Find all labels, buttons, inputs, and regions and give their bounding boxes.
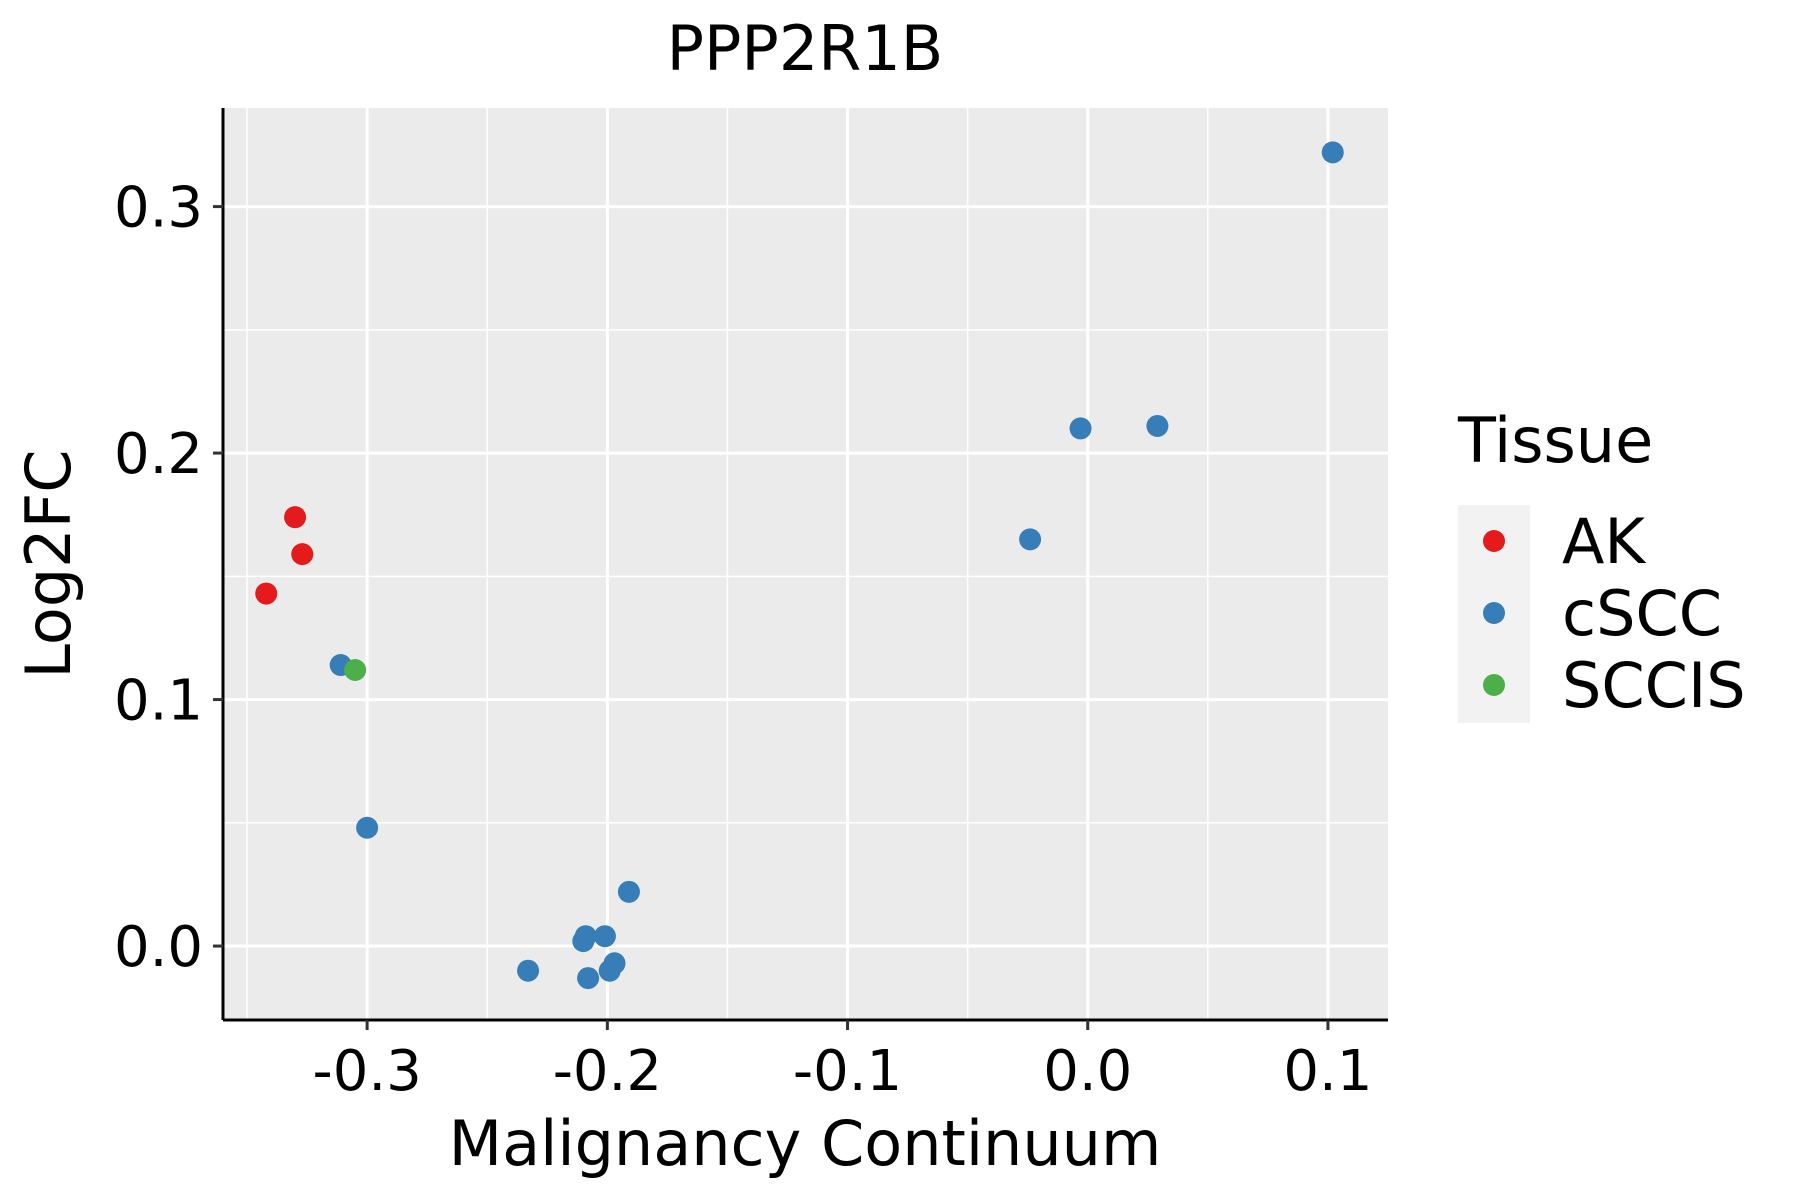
x-ticks: -0.3 -0.2 -0.1 0.0 0.1 bbox=[312, 1020, 1372, 1104]
data-point-cscc bbox=[574, 925, 597, 948]
x-axis-title: Malignancy Continuum bbox=[449, 1107, 1162, 1180]
data-point-cscc bbox=[593, 925, 616, 948]
data-point-ak bbox=[284, 506, 307, 529]
data-point-cscc bbox=[1146, 414, 1169, 437]
legend-title: Tissue bbox=[1457, 404, 1653, 477]
grid-minor bbox=[223, 108, 1388, 1020]
legend-key-cscc bbox=[1483, 602, 1505, 624]
y-axis-title: Log2FC bbox=[12, 449, 85, 678]
data-point-cscc bbox=[603, 952, 626, 975]
data-point-cscc bbox=[577, 967, 600, 990]
grid-major bbox=[223, 108, 1388, 1020]
y-tick-label: 0.0 bbox=[114, 915, 203, 980]
legend-label-cscc: cSCC bbox=[1562, 577, 1722, 650]
y-ticks: 0.0 0.1 0.2 0.3 bbox=[114, 176, 223, 980]
legend-key-ak bbox=[1483, 530, 1505, 552]
data-point-cscc bbox=[1019, 528, 1042, 551]
plot-panel bbox=[223, 108, 1388, 1020]
y-tick-label: 0.3 bbox=[114, 176, 203, 241]
data-point-cscc bbox=[617, 880, 640, 903]
data-point-cscc bbox=[517, 959, 540, 982]
x-tick-label: 0.1 bbox=[1283, 1039, 1372, 1104]
x-tick-label: 0.0 bbox=[1043, 1039, 1132, 1104]
data-points bbox=[255, 141, 1344, 990]
legend-label-ak: AK bbox=[1562, 505, 1646, 578]
y-tick-label: 0.1 bbox=[114, 669, 203, 734]
data-point-cscc bbox=[1069, 417, 1092, 440]
y-tick-label: 0.2 bbox=[114, 422, 203, 487]
data-point-cscc bbox=[1321, 141, 1344, 164]
x-tick-label: -0.1 bbox=[793, 1039, 902, 1104]
plot-title: PPP2R1B bbox=[667, 12, 944, 85]
legend-key-sccis bbox=[1483, 674, 1505, 696]
data-point-ak bbox=[255, 582, 278, 605]
legend-label-sccis: SCCIS bbox=[1562, 649, 1746, 722]
data-point-ak bbox=[291, 543, 314, 566]
data-point-cscc bbox=[356, 816, 379, 839]
x-tick-label: -0.3 bbox=[312, 1039, 421, 1104]
x-tick-label: -0.2 bbox=[553, 1039, 662, 1104]
data-point-sccis bbox=[344, 658, 367, 681]
